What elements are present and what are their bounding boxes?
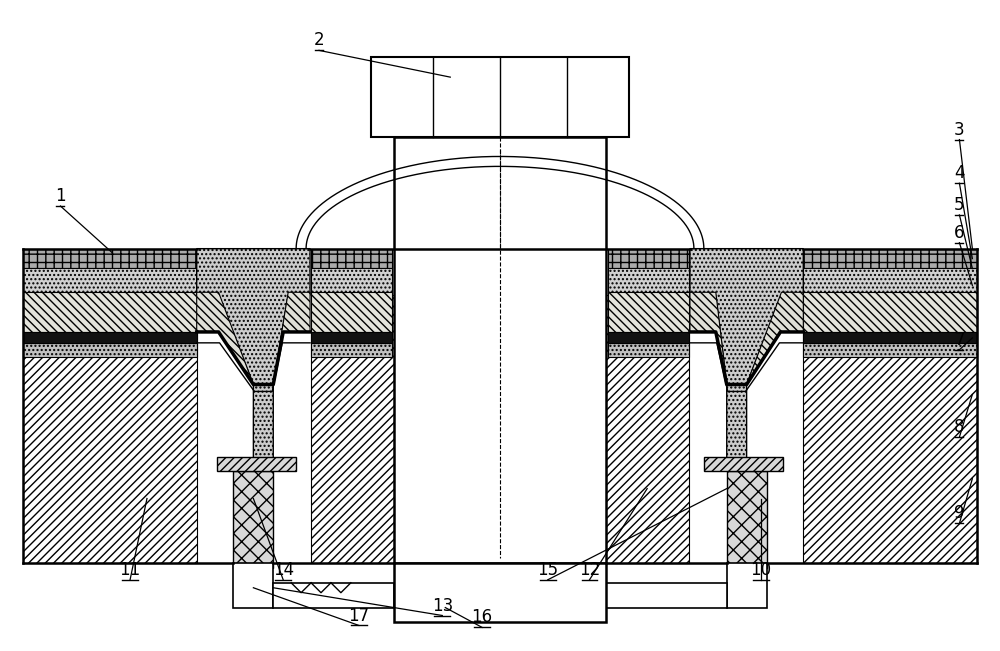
Text: 8: 8 xyxy=(954,418,965,436)
Polygon shape xyxy=(803,292,977,332)
Text: 13: 13 xyxy=(432,596,453,615)
Text: 10: 10 xyxy=(750,561,771,579)
Text: 11: 11 xyxy=(119,561,141,579)
Polygon shape xyxy=(311,249,392,268)
Polygon shape xyxy=(690,249,803,471)
Polygon shape xyxy=(704,457,783,471)
Polygon shape xyxy=(394,563,606,622)
Text: 17: 17 xyxy=(348,607,369,624)
Polygon shape xyxy=(233,471,273,568)
Text: 16: 16 xyxy=(472,609,493,626)
Text: 7: 7 xyxy=(954,331,965,349)
Polygon shape xyxy=(217,457,296,471)
Polygon shape xyxy=(803,249,977,268)
Polygon shape xyxy=(803,296,977,563)
Text: 4: 4 xyxy=(954,164,965,182)
Polygon shape xyxy=(803,268,977,292)
Polygon shape xyxy=(371,57,629,137)
Polygon shape xyxy=(311,292,392,332)
Polygon shape xyxy=(311,268,392,292)
Polygon shape xyxy=(273,583,394,607)
Polygon shape xyxy=(311,296,394,563)
Polygon shape xyxy=(608,249,689,268)
Polygon shape xyxy=(23,332,197,343)
Polygon shape xyxy=(727,471,767,568)
Polygon shape xyxy=(727,563,767,607)
Polygon shape xyxy=(23,296,197,563)
Polygon shape xyxy=(197,292,253,385)
Text: 12: 12 xyxy=(579,561,600,579)
Polygon shape xyxy=(803,332,977,343)
Text: 3: 3 xyxy=(954,120,965,139)
Text: 9: 9 xyxy=(954,505,965,522)
Polygon shape xyxy=(394,137,606,563)
Polygon shape xyxy=(23,249,197,268)
Polygon shape xyxy=(608,268,689,292)
Polygon shape xyxy=(606,583,727,607)
Text: 6: 6 xyxy=(954,224,965,242)
Polygon shape xyxy=(273,292,310,385)
Polygon shape xyxy=(23,268,197,292)
Polygon shape xyxy=(690,292,727,385)
Text: 15: 15 xyxy=(537,561,558,579)
Polygon shape xyxy=(747,292,803,385)
Polygon shape xyxy=(606,296,689,563)
Polygon shape xyxy=(803,343,977,357)
Polygon shape xyxy=(608,332,689,343)
Polygon shape xyxy=(233,563,273,607)
Polygon shape xyxy=(608,343,689,357)
Polygon shape xyxy=(608,292,689,332)
Polygon shape xyxy=(23,343,197,357)
Polygon shape xyxy=(197,249,310,471)
Text: 5: 5 xyxy=(954,196,965,214)
Polygon shape xyxy=(311,332,392,343)
Polygon shape xyxy=(23,292,197,332)
Text: 2: 2 xyxy=(314,31,324,49)
Text: 1: 1 xyxy=(55,187,66,205)
Polygon shape xyxy=(311,343,392,357)
Text: 14: 14 xyxy=(273,561,294,579)
